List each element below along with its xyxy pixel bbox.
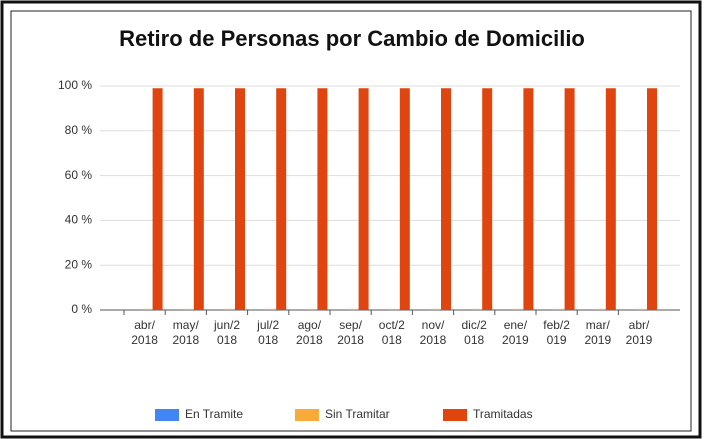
bar [399, 88, 410, 311]
bar [358, 88, 369, 311]
bar [636, 308, 646, 310]
chart-title: Retiro de Personas por Cambio de Domicil… [119, 26, 585, 51]
x-tick-label: nov/2018 [419, 318, 447, 347]
bar [482, 88, 493, 311]
bar [441, 88, 451, 311]
y-tick-label: 80 % [65, 123, 93, 137]
x-tick-label: jul/2018 [257, 318, 280, 347]
bar [182, 308, 193, 310]
inner-frame [10, 10, 692, 432]
bar [388, 308, 399, 310]
x-tick-label: ene/2019 [502, 318, 529, 347]
bar [564, 88, 575, 311]
bar [471, 308, 482, 310]
bar [265, 308, 276, 310]
bar [594, 308, 605, 310]
bar [235, 88, 245, 311]
x-tick-label: jun/2018 [213, 318, 241, 347]
x-tick-label: abr/2019 [625, 318, 653, 347]
bar [605, 88, 616, 311]
legend-label: Tramitadas [473, 407, 533, 421]
x-tick-label: feb/2019 [543, 318, 570, 347]
bar [276, 88, 287, 311]
legend-label: Sin Tramitar [325, 407, 390, 421]
bar [523, 88, 534, 311]
bar [306, 308, 317, 310]
x-tick-label: ago/2018 [296, 318, 323, 347]
bar [224, 308, 234, 310]
x-tick-label: mar/2019 [584, 318, 612, 347]
x-tick-label: dic/2018 [461, 318, 487, 347]
y-tick-label: 20 % [65, 257, 93, 271]
legend-swatch [295, 409, 319, 421]
legend-label: En Tramite [185, 407, 243, 421]
y-tick-label: 60 % [65, 168, 93, 182]
bar [317, 88, 328, 311]
bar [193, 88, 204, 311]
x-tick-label: abr/2018 [131, 318, 158, 347]
legend-swatch [443, 409, 467, 421]
y-tick-label: 100 % [58, 78, 92, 92]
y-tick-label: 40 % [65, 213, 93, 227]
bar [553, 308, 564, 310]
bar [152, 88, 163, 311]
bar [512, 308, 523, 310]
bar [430, 308, 440, 310]
y-tick-label: 0 % [71, 302, 92, 316]
x-tick-label: oct/2018 [378, 318, 405, 347]
x-tick-label: sep/2018 [337, 318, 364, 347]
x-tick-label: may/2018 [172, 318, 200, 347]
bar [647, 88, 657, 311]
bar [141, 308, 152, 310]
legend-swatch [155, 409, 179, 421]
bar [347, 308, 358, 310]
